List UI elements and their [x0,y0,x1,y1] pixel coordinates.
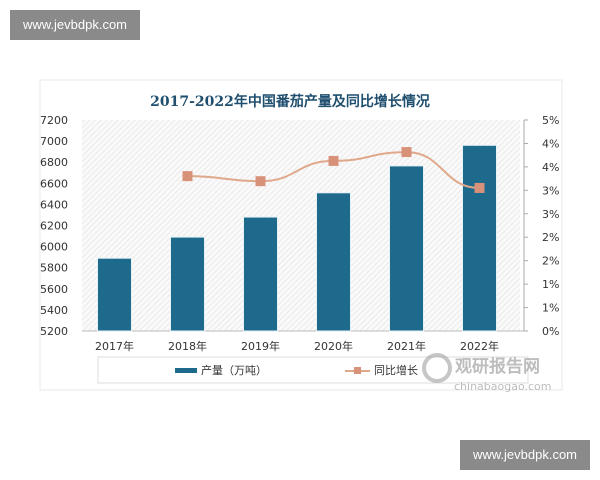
logo-en: chinabaogao.com [454,380,552,393]
y-tick-label: 6000 [40,241,68,254]
y-right-tick-label: 2% [542,255,559,268]
y-tick-label: 5200 [40,325,68,338]
bar [243,216,278,332]
y-right-tick-label: 4% [542,161,559,174]
legend-bar-label: 产量（万吨） [201,363,267,377]
growth-marker [401,147,412,158]
legend-line-marker [354,367,361,374]
growth-marker [182,171,193,182]
y-right-tick-label: 1% [542,302,559,315]
y-tick-label: 6800 [40,156,68,169]
x-tick-label: 2020年 [314,339,353,353]
x-tick-label: 2018年 [168,339,207,353]
legend-line-label: 同比增长 [374,363,418,377]
chart-title: 2017-2022年中国番茄产量及同比增长情况 [150,93,430,110]
y-tick-label: 5400 [40,304,68,317]
x-tick-label: 2017年 [95,339,134,353]
y-right-tick-label: 0% [542,325,559,338]
logo-icon [422,353,452,383]
plot-area [82,120,520,331]
y-right-tick-label: 4% [542,137,559,150]
bar [170,236,205,332]
bar [462,144,497,332]
x-tick-label: 2019年 [241,339,280,353]
watermark-bottom: www.jevbdpk.com [460,440,590,470]
bar [316,192,351,332]
y-right-tick-label: 1% [542,278,559,291]
growth-marker [328,155,339,166]
growth-marker [474,182,485,193]
logo: 观研报告网 chinabaogao.com [422,353,552,393]
y-tick-label: 7000 [40,135,68,148]
y-right-tick-label: 2% [542,231,559,244]
y-tick-label: 6600 [40,177,68,190]
y-right-tick-label: 3% [542,184,559,197]
y-tick-label: 5800 [40,262,68,275]
y-right-tick-label: 3% [542,208,559,221]
y-right-tick-label: 5% [542,114,559,127]
bar [97,257,132,332]
legend [97,356,529,384]
y-tick-label: 5600 [40,283,68,296]
growth-marker [255,176,266,187]
legend-bar-swatch [175,368,197,373]
y-tick-label: 6400 [40,198,68,211]
watermark-top: www.jevbdpk.com [10,10,140,40]
y-tick-label: 7200 [40,114,68,127]
x-tick-label: 2021年 [387,339,426,353]
bar [389,165,424,332]
x-tick-label: 2022年 [460,339,499,353]
y-tick-label: 6200 [40,220,68,233]
logo-cn: 观研报告网 [454,356,540,377]
